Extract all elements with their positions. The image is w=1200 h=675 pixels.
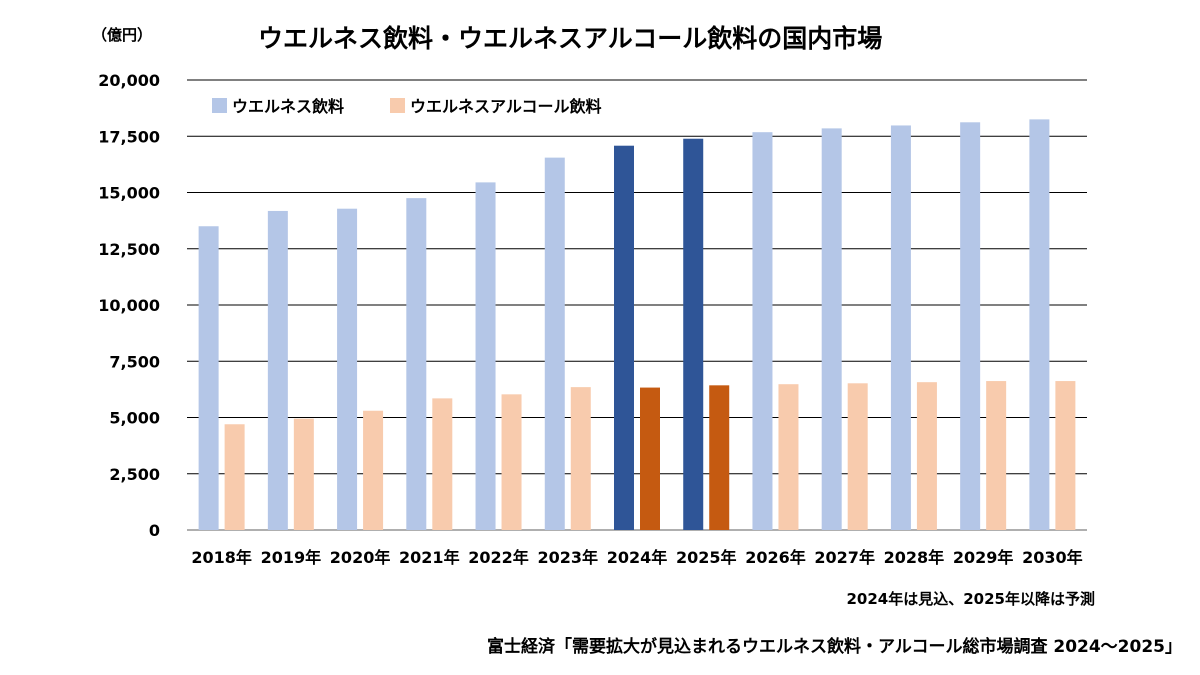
bar-wellness-alcohol-drinks [432, 398, 453, 530]
y-tick-label: 7,500 [109, 352, 160, 371]
x-tick-label: 2020年 [330, 548, 391, 567]
x-tick-label: 2028年 [884, 548, 945, 567]
y-tick-label: 5,000 [109, 409, 160, 428]
bar-wellness-drinks [821, 128, 842, 530]
y-tick-label: 0 [149, 521, 160, 540]
bar-wellness-drinks [890, 125, 911, 530]
x-tick-label: 2018年 [191, 548, 252, 567]
x-tick-label: 2019年 [261, 548, 322, 567]
bar-wellness-drinks [475, 182, 496, 530]
y-axis-unit-label: （億円） [92, 26, 152, 44]
y-tick-label: 12,500 [98, 240, 160, 259]
y-tick-label: 10,000 [98, 296, 160, 315]
bar-wellness-drinks [1029, 119, 1050, 530]
x-tick-label: 2026年 [745, 548, 806, 567]
forecast-note: 2024年は見込、2025年以降は予測 [847, 590, 1096, 608]
bar-wellness-drinks [337, 208, 358, 530]
bar-wellness-alcohol-drinks [709, 385, 730, 530]
bars [198, 119, 1076, 531]
x-tick-label: 2024年 [607, 548, 668, 567]
bar-wellness-alcohol-drinks [1055, 381, 1076, 530]
y-tick-label: 17,500 [98, 127, 160, 146]
bar-wellness-alcohol-drinks [293, 418, 314, 530]
bar-wellness-drinks [752, 132, 773, 530]
bar-wellness-alcohol-drinks [847, 383, 868, 530]
x-tick-label: 2030年 [1022, 548, 1083, 567]
x-tick-label: 2029年 [953, 548, 1014, 567]
bar-wellness-alcohol-drinks [640, 387, 660, 530]
grid-lines [187, 79, 1087, 531]
x-tick-label: 2022年 [468, 548, 529, 567]
chart-title: ウエルネス飲料・ウエルネスアルコール飲料の国内市場 [258, 24, 882, 53]
legend: ウエルネス飲料 ウエルネスアルコール飲料 [212, 97, 602, 116]
bar-wellness-alcohol-drinks [363, 410, 384, 530]
y-tick-label: 15,000 [98, 184, 160, 203]
bar-wellness-drinks [614, 145, 634, 530]
x-tick-label: 2027年 [814, 548, 875, 567]
legend-label-wellness-drinks: ウエルネス飲料 [232, 97, 344, 116]
bar-wellness-drinks [544, 157, 565, 530]
x-axis-ticks: 2018年 2019年 2020年 2021年 2022年 2023年 2024年 2025年… [191, 548, 1082, 567]
bar-wellness-drinks [406, 198, 427, 530]
y-axis-ticks: 0 2,500 5,000 7,500 10,000 12,500 15,000 17,500… [98, 71, 160, 540]
bar-wellness-alcohol-drinks [501, 394, 522, 530]
y-tick-label: 20,000 [98, 71, 160, 90]
bar-wellness-alcohol-drinks [778, 384, 799, 530]
x-tick-label: 2025年 [676, 548, 737, 567]
x-tick-label: 2023年 [537, 548, 598, 567]
bar-wellness-drinks [267, 210, 288, 530]
legend-swatch-wellness-alcohol-drinks [390, 98, 405, 113]
source-caption: 富士経済「需要拡大が見込まれるウエルネス飲料・アルコール総市場調査 2024～2… [487, 636, 1182, 657]
bar-wellness-alcohol-drinks [986, 381, 1007, 530]
legend-swatch-wellness-drinks [212, 98, 227, 113]
bar-wellness-drinks [683, 138, 704, 530]
bar-wellness-drinks [198, 226, 219, 530]
legend-label-wellness-alcohol-drinks: ウエルネスアルコール飲料 [410, 97, 602, 116]
x-tick-label: 2021年 [399, 548, 460, 567]
bar-wellness-alcohol-drinks [224, 424, 245, 530]
y-tick-label: 2,500 [109, 465, 160, 484]
bar-wellness-alcohol-drinks [570, 387, 591, 530]
bar-wellness-alcohol-drinks [916, 382, 937, 530]
bar-wellness-drinks [960, 122, 981, 531]
